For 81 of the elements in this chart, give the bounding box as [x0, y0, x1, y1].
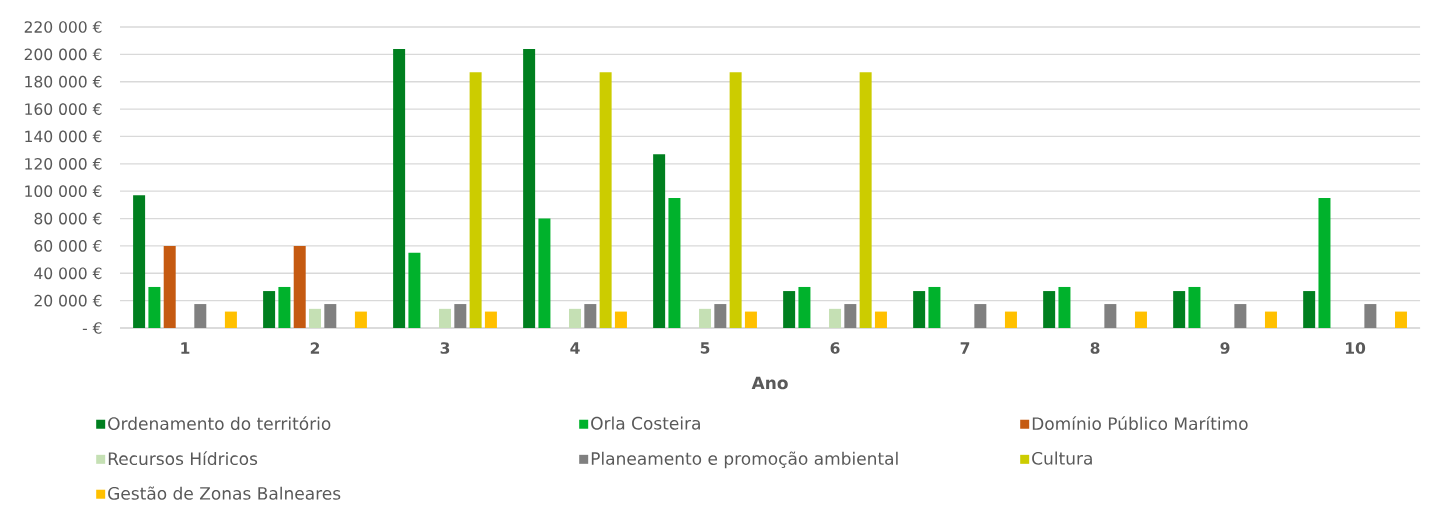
bar	[699, 308, 712, 328]
y-tick-label: 140 000 €	[25, 130, 102, 143]
x-tick-label: 1	[181, 342, 190, 354]
bar	[714, 304, 727, 328]
x-axis-title: Ano	[751, 376, 788, 390]
bar	[1104, 304, 1117, 328]
y-tick-label: 40 000 €	[34, 267, 102, 280]
bar	[408, 252, 421, 328]
y-tick-label: 160 000 €	[25, 103, 102, 115]
bar	[829, 308, 842, 328]
x-tick-label: 5	[700, 342, 710, 354]
bar	[278, 286, 291, 328]
legend-label: Orla Costeira	[591, 416, 700, 430]
bar	[913, 291, 926, 328]
x-tick-label: 4	[570, 342, 580, 354]
y-tick-label: 120 000 €	[25, 157, 102, 170]
bar	[469, 72, 482, 328]
bar	[668, 198, 681, 328]
bar	[293, 245, 306, 328]
bar	[1173, 291, 1186, 328]
y-tick-label: 200 000 €	[24, 48, 102, 61]
bar	[1394, 311, 1407, 328]
bar	[1318, 198, 1331, 328]
bar	[194, 304, 207, 328]
bar	[844, 304, 857, 328]
bar	[1004, 311, 1017, 328]
legend-label: Recursos Hídricos	[108, 451, 258, 466]
x-tick-label: 6	[830, 342, 840, 354]
x-tick-label: 7	[960, 342, 970, 354]
bar	[133, 195, 146, 328]
y-tick-label: 20 000 €	[34, 294, 102, 307]
y-tick-label: 220 000 €	[24, 21, 102, 33]
bar	[1188, 286, 1201, 328]
bar	[744, 311, 757, 328]
legend-label: Ordenamento do território	[108, 416, 331, 431]
bar	[454, 304, 467, 328]
bar	[653, 154, 666, 328]
bar	[729, 72, 742, 328]
bar	[798, 286, 811, 328]
bar	[599, 72, 612, 328]
bar	[874, 311, 887, 328]
bar	[538, 218, 551, 328]
y-tick-label: 180 000 €	[25, 75, 102, 88]
bar	[224, 311, 237, 328]
bar	[523, 48, 536, 328]
y-tick-label: 80 000 €	[34, 212, 102, 225]
bar	[163, 245, 176, 328]
legend-label: Cultura	[1032, 451, 1092, 465]
x-tick-label: 9	[1220, 342, 1230, 354]
bar	[1364, 304, 1377, 328]
bar	[263, 291, 276, 328]
legend-label: Domínio Público Marítimo	[1032, 416, 1248, 431]
bar	[584, 304, 597, 328]
y-tick-label: 60 000 €	[34, 240, 102, 252]
bar	[324, 304, 337, 328]
x-tick-label: 10	[1346, 342, 1366, 354]
bar	[484, 311, 497, 328]
bar	[859, 72, 872, 328]
x-tick-label: 8	[1090, 342, 1100, 354]
bar	[439, 308, 452, 328]
bar	[783, 291, 796, 328]
bar	[569, 308, 582, 328]
bar	[1058, 286, 1071, 328]
x-tick-label: 3	[440, 342, 450, 354]
legend-label: Planeamento e promoção ambiental	[591, 451, 898, 469]
bar	[354, 311, 367, 328]
y-tick-label: - €	[82, 322, 102, 334]
bar	[393, 48, 406, 328]
bar	[1234, 304, 1247, 328]
bar	[148, 286, 161, 328]
bar	[1043, 291, 1056, 328]
y-tick-label: 100 000 €	[25, 185, 102, 198]
bar	[1134, 311, 1147, 328]
bar	[614, 311, 627, 328]
legend-label: Gestão de Zonas Balneares	[108, 486, 341, 500]
bar	[1303, 291, 1316, 328]
bar	[974, 304, 987, 328]
x-tick-label: 2	[310, 342, 320, 354]
bar	[1264, 311, 1277, 328]
bar	[928, 286, 941, 328]
bar	[309, 308, 322, 328]
